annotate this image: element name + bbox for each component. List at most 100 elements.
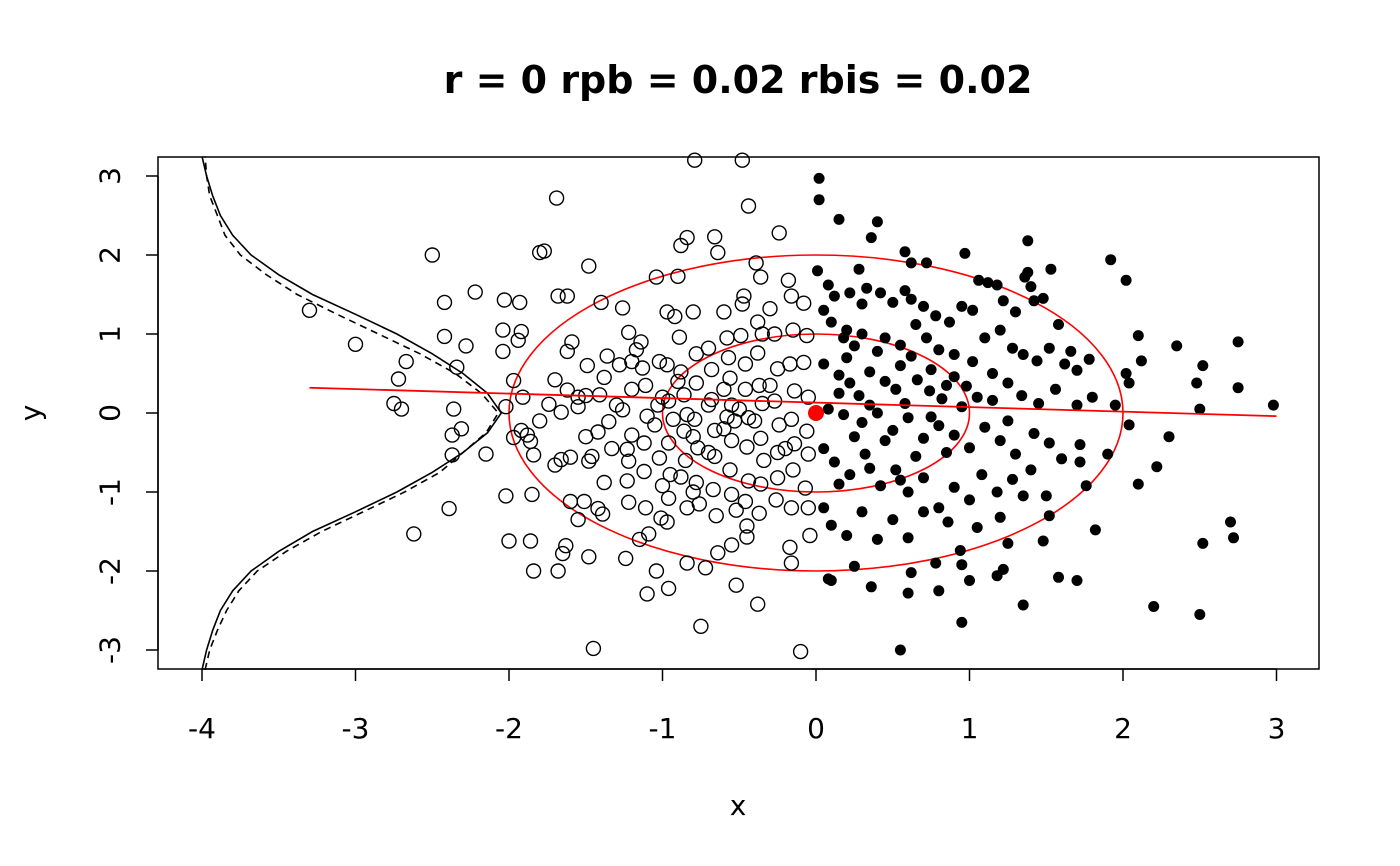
point-open (436, 294, 453, 311)
point-open (564, 334, 580, 350)
point-filled (960, 380, 972, 392)
point-filled (918, 472, 929, 484)
point-filled (899, 285, 911, 297)
point-filled (1037, 535, 1049, 547)
point-open (547, 372, 563, 388)
point-open (746, 413, 763, 429)
centroid-point (808, 405, 824, 421)
point-filled (910, 319, 922, 330)
point-open (559, 343, 575, 360)
point-open (559, 288, 575, 304)
point-open (685, 484, 701, 500)
x-axis: -4 -3 -2 -1 0 1 2 3 (188, 668, 1285, 745)
point-filled (1191, 377, 1203, 389)
point-filled (1043, 342, 1055, 354)
point-filled (1080, 480, 1092, 492)
point-open (446, 401, 462, 417)
point-open (659, 357, 675, 373)
point-open (783, 411, 800, 427)
point-open (716, 421, 732, 437)
point-open (782, 356, 798, 372)
point-filled (879, 375, 891, 387)
point-open (614, 402, 631, 418)
point-filled (959, 247, 971, 259)
point-filled (933, 420, 945, 432)
point-filled (1010, 448, 1021, 460)
point-filled (964, 494, 975, 506)
point-filled (818, 443, 830, 455)
point-filled (1123, 419, 1135, 431)
point-filled (902, 532, 914, 544)
point-filled (1007, 342, 1018, 354)
point-open (769, 444, 786, 461)
point-open (756, 452, 772, 469)
point-open (553, 451, 569, 468)
point-open (553, 404, 569, 420)
point-open (604, 440, 620, 457)
point-open (734, 296, 750, 312)
point-filled (899, 246, 911, 258)
point-open (786, 383, 803, 399)
point-filled (930, 310, 942, 322)
point-filled (1053, 319, 1064, 330)
point-filled (841, 352, 853, 364)
point-filled (994, 435, 1006, 447)
point-filled (1151, 461, 1163, 473)
point-open (555, 545, 571, 562)
point-open (525, 447, 542, 463)
point-filled (902, 486, 914, 498)
point-open (762, 377, 778, 394)
point-open (628, 342, 645, 358)
point-filled (828, 290, 840, 302)
point-filled (813, 172, 825, 184)
point-open (590, 500, 606, 517)
point-open (576, 493, 592, 510)
point-open (453, 421, 470, 437)
chart-title: r = 0 rpb = 0.02 rbis = 0.02 (444, 58, 1033, 102)
point-open (796, 295, 812, 311)
point-filled (822, 279, 834, 291)
point-open (648, 563, 665, 579)
point-open (783, 500, 800, 516)
point-open (688, 375, 704, 391)
point-filled (844, 377, 856, 389)
point-open (800, 500, 816, 516)
point-filled (879, 332, 891, 344)
point-open (386, 395, 402, 412)
point-filled (967, 356, 979, 368)
point-open (444, 447, 460, 463)
point-open (734, 152, 750, 168)
point-open (591, 387, 608, 403)
point-filled (871, 407, 883, 419)
point-open (700, 444, 717, 461)
point-filled (1109, 399, 1121, 411)
x-tick-label: -1 (649, 712, 677, 745)
point-filled (864, 366, 876, 378)
point-open (660, 490, 677, 506)
point-open (737, 356, 754, 372)
point-open (753, 269, 769, 285)
point-filled (1025, 281, 1037, 293)
y-axis: -3 -2 -1 0 1 2 3 (94, 167, 159, 664)
point-open (441, 500, 457, 517)
point-filled (1028, 295, 1040, 307)
point-open (753, 430, 769, 446)
point-filled (941, 447, 952, 458)
point-filled (833, 478, 845, 490)
point-open (639, 408, 655, 424)
x-tick-label: 1 (961, 712, 979, 745)
point-open (673, 364, 689, 380)
point-open (581, 453, 597, 469)
y-tick-label: -1 (94, 478, 127, 506)
point-filled (875, 287, 886, 299)
point-open (670, 268, 686, 284)
point-open (619, 441, 635, 457)
point-open (512, 294, 528, 311)
point-open (301, 302, 318, 318)
point-filled (848, 560, 860, 572)
point-filled (890, 383, 902, 395)
point-filled (871, 345, 883, 357)
point-open (739, 439, 755, 455)
point-open (524, 486, 540, 503)
point-open (693, 618, 709, 634)
